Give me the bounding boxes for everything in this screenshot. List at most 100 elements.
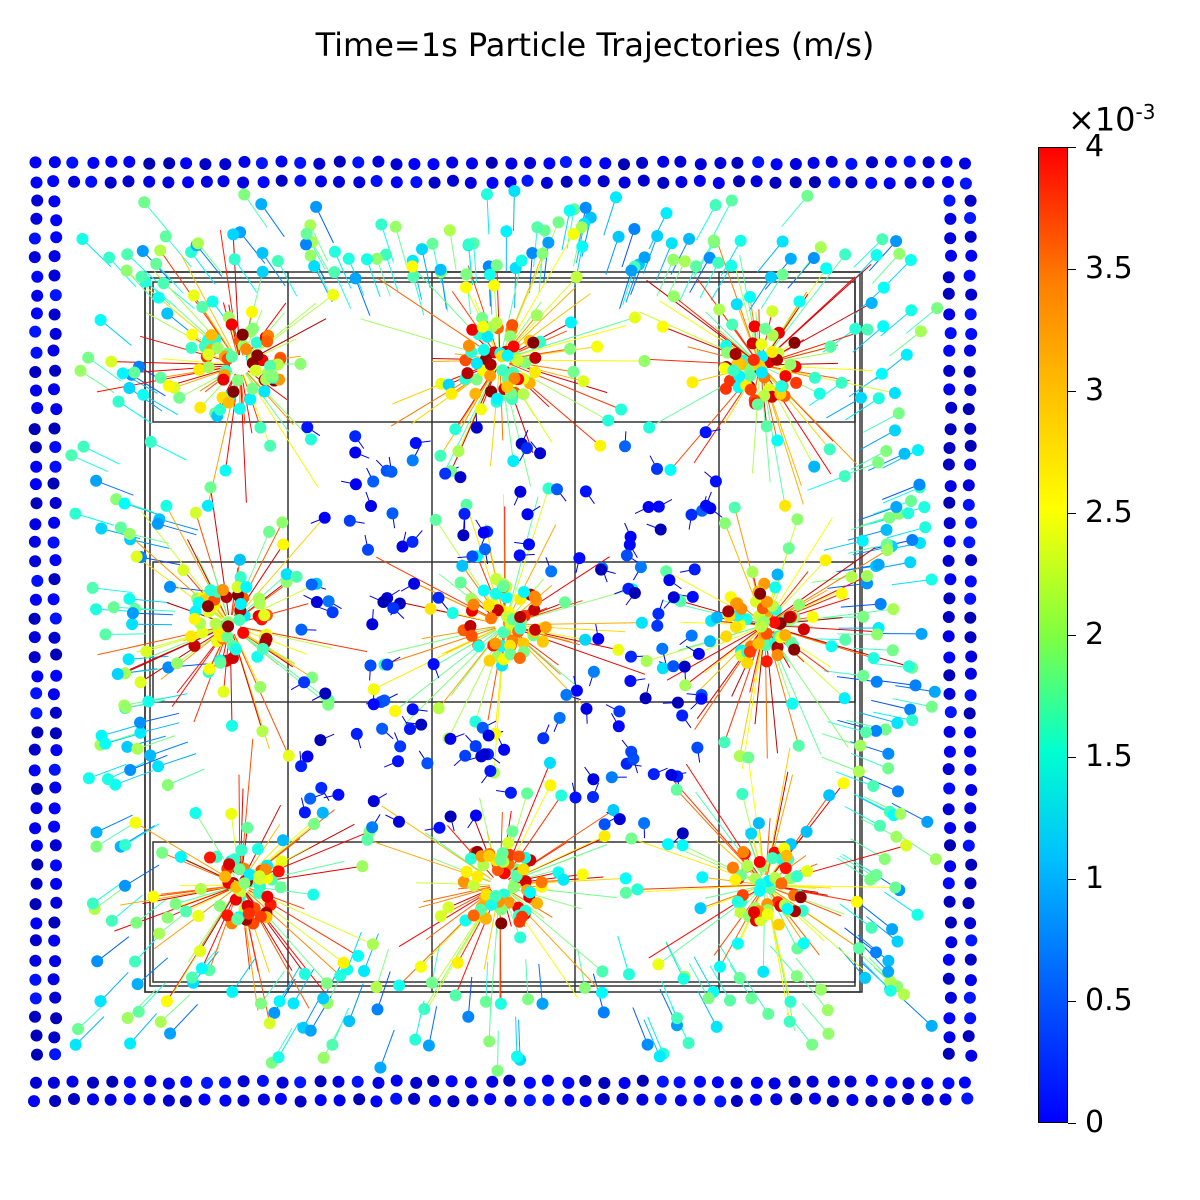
particle [367, 683, 380, 696]
particle [909, 679, 922, 692]
particle [48, 916, 61, 929]
particle [82, 772, 95, 785]
particle [264, 360, 277, 372]
trajectory [884, 891, 918, 916]
particle [880, 445, 893, 457]
particle [839, 633, 852, 646]
particle [612, 720, 625, 733]
particle [653, 1050, 666, 1063]
trajectory [689, 257, 711, 293]
particle [877, 320, 890, 333]
particle [635, 616, 648, 629]
particle [529, 351, 542, 364]
particle [275, 174, 288, 187]
trajectory [774, 625, 874, 632]
trajectory [617, 935, 630, 975]
trajectory [514, 626, 586, 641]
particle [662, 838, 674, 851]
trajectory [411, 580, 497, 622]
particle [793, 598, 806, 611]
particle [86, 897, 99, 910]
particle [273, 995, 286, 1008]
particle [415, 718, 428, 731]
trajectory [376, 948, 390, 988]
particle [619, 872, 632, 885]
particle [965, 934, 978, 947]
particle [963, 365, 976, 378]
particle [366, 938, 379, 951]
particle [179, 1095, 192, 1108]
particle [219, 158, 232, 171]
particle [931, 302, 944, 315]
particle [390, 1092, 403, 1105]
particle [470, 809, 482, 822]
particle [157, 277, 170, 290]
particle [442, 901, 455, 914]
particle [49, 727, 62, 740]
particle [904, 703, 917, 716]
trajectory [508, 889, 553, 918]
trajectory [823, 540, 863, 551]
particle [959, 157, 971, 170]
trajectory [138, 982, 167, 1013]
trajectory [760, 274, 784, 309]
trajectory [787, 257, 815, 289]
particle [508, 185, 521, 197]
particle [527, 336, 540, 349]
particle [879, 723, 892, 736]
particle [199, 158, 212, 171]
particle [494, 997, 507, 1010]
particle [579, 1095, 592, 1108]
particle [693, 1093, 706, 1106]
particle [491, 604, 504, 617]
particle [730, 597, 743, 610]
particle [898, 447, 911, 460]
particle [964, 974, 977, 987]
trajectory [236, 512, 329, 618]
particle [28, 1095, 40, 1108]
particle [578, 174, 591, 187]
trajectory [88, 763, 127, 779]
particle [730, 1076, 743, 1089]
particle [922, 156, 935, 169]
particle [724, 994, 736, 1007]
particle [850, 895, 863, 908]
particle [49, 441, 62, 453]
particle [872, 392, 885, 405]
particle [746, 337, 759, 350]
particle [349, 430, 362, 443]
particle [74, 364, 87, 377]
particle [504, 786, 517, 799]
trajectory [506, 287, 576, 354]
particle [835, 376, 848, 389]
particle [964, 667, 977, 680]
particle [491, 1064, 504, 1077]
particle [771, 649, 784, 662]
particle [695, 692, 708, 705]
particle [506, 319, 519, 332]
particle [445, 1075, 458, 1088]
particle [274, 881, 287, 894]
particle [261, 335, 274, 348]
particle [595, 563, 608, 576]
trajectory [129, 1013, 157, 1044]
particle [48, 156, 61, 169]
particle [690, 260, 703, 273]
particle [31, 194, 44, 207]
particle [104, 1093, 117, 1106]
particle [29, 518, 42, 531]
particle [126, 607, 139, 620]
particle [741, 656, 754, 669]
particle [765, 271, 777, 284]
particle [426, 237, 439, 250]
particle [156, 846, 169, 859]
trajectory [891, 802, 928, 823]
trajectory [431, 943, 441, 983]
particle [964, 953, 977, 966]
particle [276, 516, 289, 529]
particle [945, 249, 957, 262]
particle [892, 407, 905, 420]
trajectory [844, 927, 877, 953]
particle [290, 570, 303, 583]
particle [49, 289, 62, 302]
